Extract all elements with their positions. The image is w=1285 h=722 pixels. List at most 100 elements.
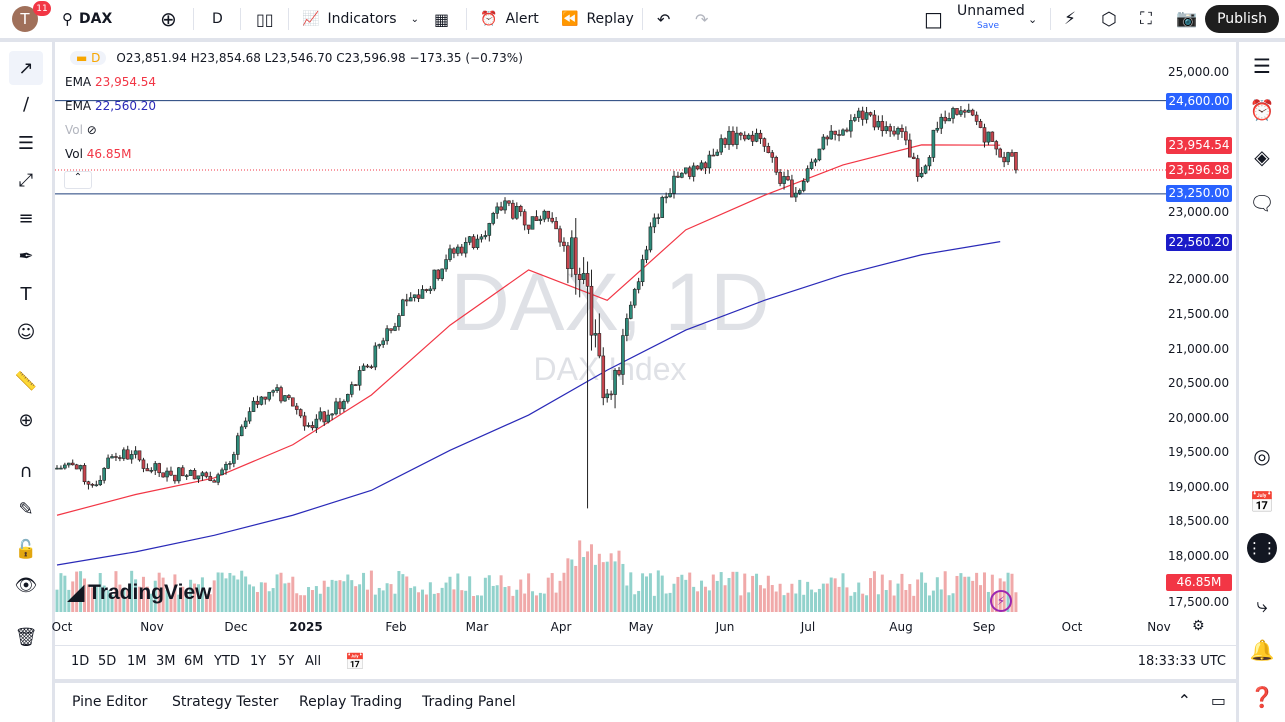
indicators-button[interactable]: 📈 Indicators ⌄ (302, 0, 419, 38)
add-symbol-icon[interactable]: ⊕ (160, 7, 177, 31)
calendar-icon[interactable]: 📅 (1249, 490, 1275, 514)
candle-up (680, 172, 684, 178)
volume-hidden-legend[interactable]: Vol ⊘ (65, 123, 97, 137)
layers-icon[interactable]: ◈ (1254, 145, 1270, 169)
lock-icon[interactable]: 🔓 (14, 538, 38, 560)
watchlist-icon[interactable]: ☰ (1253, 54, 1271, 78)
settings-icon[interactable]: ⬡ (1101, 8, 1117, 30)
volume-bar (362, 572, 366, 612)
symbol-search[interactable]: ⚲ DAX (62, 0, 112, 38)
zoom-in-icon[interactable]: ⊕ (18, 409, 34, 431)
ema-fast-legend[interactable]: EMA 23,954.54 (65, 75, 157, 89)
trash-icon[interactable]: 🗑 (14, 626, 38, 648)
volume-bar (786, 592, 790, 612)
range-button-1d[interactable]: 1D (71, 654, 90, 669)
layout-square-icon[interactable]: □ (924, 7, 943, 31)
apps-grid-icon[interactable]: ⋮⋮ (1247, 533, 1277, 563)
candle-up (243, 420, 248, 428)
range-button-6m[interactable]: 6M (184, 654, 204, 669)
volume-legend[interactable]: Vol 46.85M (65, 147, 132, 161)
alert-button[interactable]: ⏰ Alert (480, 0, 539, 38)
tab-replay-trading[interactable]: Replay Trading (299, 694, 403, 710)
ruler-icon[interactable]: 📏 (14, 370, 38, 392)
volume-bar (645, 576, 648, 612)
range-button-1y[interactable]: 1Y (250, 654, 267, 669)
cursor-icon[interactable]: ↗ (9, 51, 43, 85)
range-button-5y[interactable]: 5Y (278, 654, 295, 669)
fib-icon[interactable]: ≡ (18, 207, 34, 229)
pattern-icon[interactable]: ⤢ (18, 169, 34, 191)
axis-settings-icon[interactable]: ⚙ (1192, 618, 1205, 634)
candle-down (766, 146, 771, 153)
emoji-icon[interactable]: ☺ (16, 321, 36, 343)
alarm-icon[interactable]: ⏰ (1249, 98, 1275, 122)
price-tick: 18,500.00 (1168, 514, 1230, 528)
help-icon[interactable]: ❓ (1249, 685, 1275, 709)
volume-bar (263, 582, 267, 612)
chat-icon[interactable]: 🗨 (1249, 191, 1275, 215)
clock[interactable]: 18:33:33 UTC (1137, 654, 1226, 669)
tab-trading-panel[interactable]: Trading Panel (422, 694, 516, 710)
magnet-icon[interactable]: ∩ (19, 460, 33, 482)
volume-bar (951, 593, 955, 612)
candle-up (196, 475, 201, 480)
layout-name[interactable]: Unnamed (957, 3, 1025, 19)
maximize-panel-icon[interactable]: ▭ (1210, 691, 1226, 710)
time-tick: Nov (1147, 620, 1171, 634)
collapse-legend-button[interactable]: ⌃ (64, 171, 92, 189)
range-button-all[interactable]: All (305, 654, 322, 669)
candle-type-icon[interactable]: ▯▯ (256, 9, 274, 29)
ema-slow-legend[interactable]: EMA 22,560.20 (65, 99, 157, 113)
eye-icon[interactable]: 👁 (14, 574, 38, 596)
volume-bar (680, 574, 684, 612)
save-link[interactable]: Save (977, 21, 1000, 31)
interval-button[interactable]: D (212, 11, 223, 27)
quick-search-icon[interactable]: ⚡ (1064, 9, 1076, 29)
lightning-icon[interactable]: ⚡ (990, 590, 1012, 612)
chevron-up-icon[interactable]: ⌃ (1177, 691, 1191, 710)
lock-drawing-icon[interactable]: ✎ (18, 498, 34, 520)
candle-down (911, 156, 916, 159)
tab-pine-editor[interactable]: Pine Editor (72, 694, 148, 710)
go-to-date-icon[interactable]: 📅 (345, 652, 365, 671)
chevron-down-icon[interactable]: ⌄ (1028, 12, 1038, 26)
volume-bar (193, 583, 197, 612)
fullscreen-icon[interactable]: ⛶ (1140, 9, 1152, 29)
volume-bar (582, 557, 586, 612)
broadcast-icon[interactable]: ⤷ (1256, 593, 1268, 617)
brush-icon[interactable]: ✒ (18, 245, 34, 267)
candle-up (373, 345, 378, 368)
candle-down (161, 472, 165, 478)
tab-strategy-tester[interactable]: Strategy Tester (172, 694, 279, 710)
candle-up (188, 470, 193, 476)
replay-button[interactable]: ⏪ Replay (561, 0, 634, 38)
volume-bar (196, 584, 200, 612)
bell-icon[interactable]: 🔔 (1249, 638, 1275, 662)
range-button-ytd[interactable]: YTD (214, 654, 240, 669)
layouts-icon[interactable]: ▦ (434, 9, 450, 29)
range-button-3m[interactable]: 3M (156, 654, 176, 669)
candle-up (727, 130, 731, 145)
undo-icon[interactable]: ↶ (657, 9, 671, 29)
horizontal-lines-icon[interactable]: ☰ (17, 132, 35, 154)
camera-icon[interactable]: 📷 (1176, 9, 1198, 29)
time-tick: Dec (224, 620, 248, 634)
candle-up (448, 248, 452, 260)
volume-bar (248, 584, 252, 612)
eye-off-icon[interactable]: ⊘ (86, 123, 97, 137)
volume-bar (350, 580, 354, 612)
chart-pane[interactable] (55, 42, 1236, 679)
volume-bar (668, 592, 672, 612)
target-icon[interactable]: ◎ (1253, 444, 1271, 468)
candle-down (338, 401, 342, 410)
publish-button[interactable]: Publish (1205, 5, 1279, 33)
candle-down (137, 450, 142, 461)
interval-badge[interactable]: ▬ D (70, 51, 107, 65)
range-button-5d[interactable]: 5D (98, 654, 117, 669)
redo-icon[interactable]: ↷ (695, 9, 709, 29)
range-button-1m[interactable]: 1M (127, 654, 147, 669)
trend-line-icon[interactable]: ∕ (22, 93, 30, 115)
text-icon[interactable]: T (20, 283, 32, 305)
candle-down (86, 481, 91, 485)
